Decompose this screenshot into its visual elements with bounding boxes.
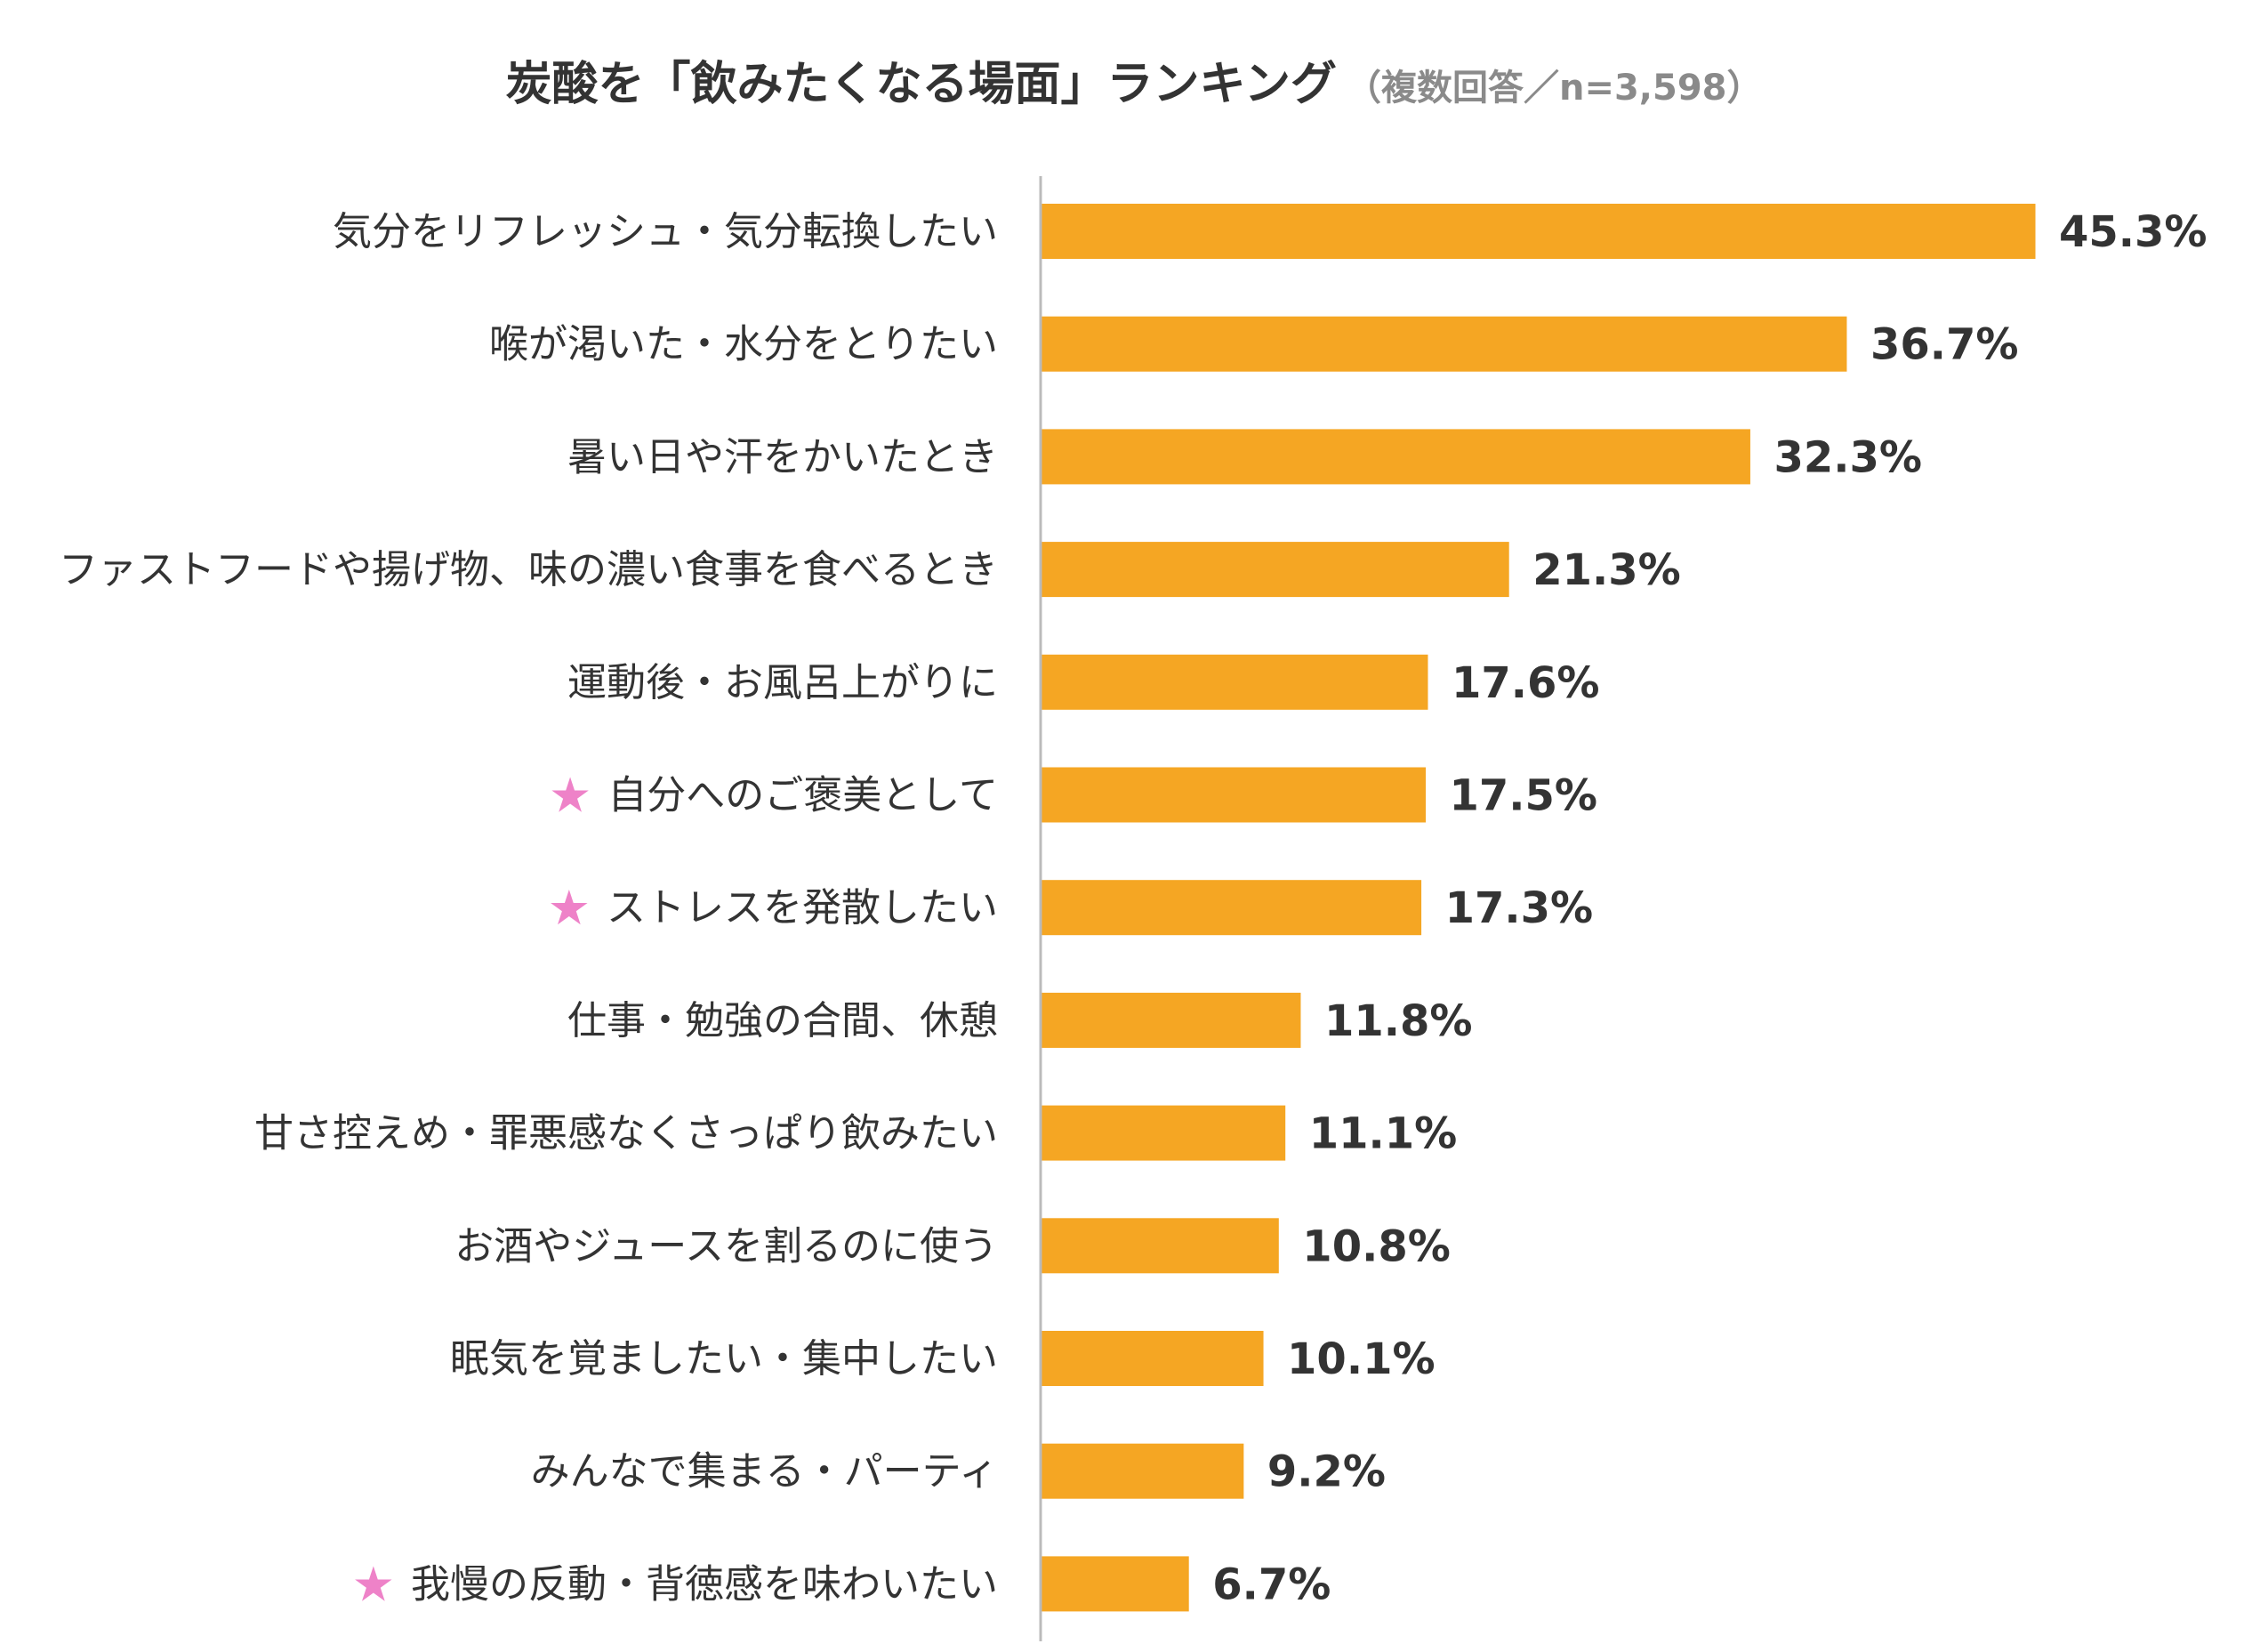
category-label-3: ファストフードや揚げ物、味の濃い食事を食べるとき [59, 547, 998, 592]
bar-4 [1042, 654, 1428, 710]
bar-7 [1042, 992, 1301, 1048]
category-label-2: 暑い日や汗をかいたとき [567, 434, 998, 480]
category-label-1: 喉が渇いた・水分をとりたい [489, 322, 998, 367]
category-label-0: 気分をリフレッシュ・気分転換したい [333, 209, 998, 254]
category-label-8: 甘さ控えめ・罪悪感なくさっぱり飲みたい [254, 1111, 998, 1156]
bar-0 [1042, 204, 2036, 259]
category-label-10: 眠気を覚ましたい・集中したい [450, 1336, 998, 1382]
bar-8 [1042, 1105, 1286, 1161]
bar-12 [1042, 1556, 1189, 1612]
chart-subtitle: （複数回答／n=3,598） [1345, 68, 1763, 109]
bar-1 [1042, 316, 1847, 372]
value-label-2: 32.3% [1773, 432, 1922, 482]
category-label-6: ストレスを発散したい [607, 885, 998, 931]
star-icon-6: ★ [548, 880, 591, 936]
value-label-7: 11.8% [1324, 996, 1473, 1046]
value-label-12: 6.7% [1212, 1559, 1331, 1609]
bar-6 [1042, 880, 1422, 936]
value-label-10: 10.1% [1287, 1334, 1436, 1384]
bar-10 [1042, 1331, 1264, 1386]
star-icon-5: ★ [549, 768, 591, 824]
chart-title: 炭酸を「飲みたくなる場面」ランキング [505, 58, 1337, 111]
value-label-9: 10.8% [1302, 1221, 1451, 1271]
bar-11 [1042, 1443, 1244, 1499]
category-label-4: 運動後・お風呂上がりに [567, 660, 998, 705]
value-label-3: 21.3% [1532, 545, 1681, 595]
value-label-8: 11.1% [1309, 1109, 1458, 1159]
chart-title-row: 炭酸を「飲みたくなる場面」ランキング （複数回答／n=3,598） [0, 46, 2268, 113]
value-label-5: 17.5% [1450, 771, 1598, 821]
star-icon-12: ★ [352, 1556, 395, 1612]
bar-9 [1042, 1218, 1279, 1274]
category-label-12: 我慢の反動・背徳感を味わいたい [411, 1561, 998, 1607]
value-label-4: 17.6% [1452, 658, 1600, 708]
bar-2 [1042, 429, 1750, 485]
value-label-11: 9.2% [1267, 1447, 1386, 1497]
bar-3 [1042, 542, 1509, 598]
value-label-0: 45.3% [2059, 207, 2208, 257]
category-label-7: 仕事・勉強の合間、休憩 [567, 998, 998, 1044]
category-label-9: お酒やジュースを割るのに使う [454, 1223, 998, 1269]
value-label-6: 17.3% [1445, 883, 1594, 933]
value-label-1: 36.7% [1870, 320, 2019, 370]
category-label-11: みんなで集まる・パーティ [531, 1449, 998, 1495]
category-label-5: 自分へのご褒美として [607, 773, 998, 818]
bar-5 [1042, 767, 1427, 823]
